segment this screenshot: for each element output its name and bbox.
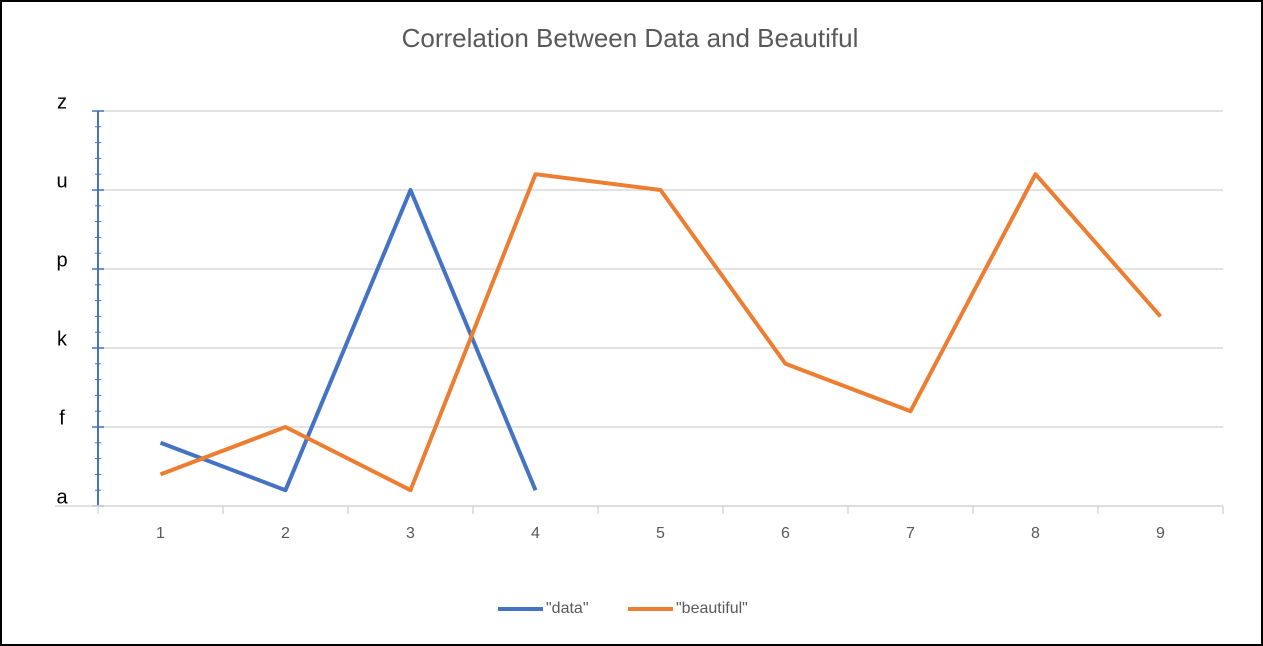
legend-label: "beautiful" bbox=[676, 600, 748, 617]
x-tick-label: 6 bbox=[781, 525, 790, 542]
x-tick-label: 5 bbox=[656, 525, 665, 542]
y-tick-label: u bbox=[56, 170, 67, 192]
x-tick-label: 3 bbox=[406, 525, 415, 542]
series-line bbox=[159, 188, 538, 493]
y-tick-label: z bbox=[57, 91, 67, 113]
x-tick-label: 4 bbox=[531, 525, 540, 542]
legend-label: "data" bbox=[546, 600, 589, 617]
series-line bbox=[159, 172, 1163, 493]
y-tick-label: f bbox=[59, 407, 65, 429]
x-tick-label: 7 bbox=[906, 525, 915, 542]
y-tick-label: a bbox=[56, 486, 68, 508]
x-tick-label: 8 bbox=[1031, 525, 1040, 542]
chart-title: Correlation Between Data and Beautiful bbox=[402, 23, 859, 53]
x-tick-label: 1 bbox=[156, 525, 165, 542]
y-tick-label: k bbox=[57, 328, 68, 350]
x-tick-label: 9 bbox=[1156, 525, 1165, 542]
y-tick-label: p bbox=[56, 249, 67, 271]
x-tick-label: 2 bbox=[281, 525, 290, 542]
